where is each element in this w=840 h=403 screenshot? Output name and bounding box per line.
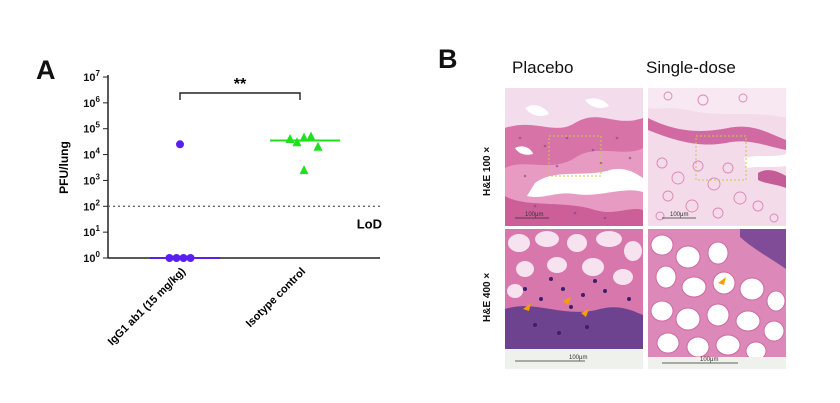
micrograph-placebo-100x: 100μm: [505, 88, 643, 226]
column-header-single-dose: Single-dose: [646, 58, 736, 77]
y-tick-label: 107: [83, 69, 100, 84]
micrograph-single-dose-100x: 100μm: [648, 88, 786, 226]
y-axis-label: PFU/lung: [57, 141, 71, 194]
x-category-label: IgG1 ab1 (15 mg/kg): [106, 265, 189, 348]
data-point: [186, 254, 195, 262]
significance-bracket: [179, 92, 301, 100]
row-header-he-100x: H&E 100 ×: [482, 146, 493, 196]
micrograph-placebo-400x: 100μm: [505, 229, 643, 369]
y-tick-label: 103: [83, 172, 100, 187]
y-tick-label: 104: [83, 147, 100, 162]
panel-b-label: B: [438, 44, 458, 74]
y-tick-label: 105: [83, 121, 100, 136]
micrograph-single-dose-400x: 100μm: [648, 229, 786, 369]
data-point: [313, 141, 323, 151]
data-point: [285, 134, 295, 144]
scale-bar-label: 100μm: [700, 357, 718, 363]
data-point: [299, 165, 309, 175]
y-tick-label: 100: [83, 250, 100, 265]
y-tick-label: 102: [83, 198, 100, 213]
data-point: [292, 137, 302, 147]
data-point: [165, 254, 174, 262]
column-header-placebo: Placebo: [512, 58, 574, 77]
data-point: [176, 140, 184, 149]
scale-bar-label: 100μm: [525, 212, 543, 218]
data-point: [299, 132, 309, 142]
lod-label: LoD: [357, 216, 382, 231]
y-tick-label: 101: [83, 224, 100, 239]
row-header-he-400x: H&E 400 ×: [482, 272, 493, 322]
data-point: [179, 254, 188, 262]
data-point: [306, 131, 316, 141]
x-category-label: Isotype control: [244, 266, 308, 330]
significance-label: **: [234, 76, 247, 93]
y-tick-label: 106: [83, 95, 100, 110]
panel-a-label: A: [36, 55, 56, 85]
data-point: [172, 254, 181, 262]
scale-bar-label: 100μm: [670, 212, 688, 218]
pfu-scatter-chart: 100 101 102 103 104 105 106 107 PFU/lung LoD IgG1 …: [57, 69, 382, 348]
scale-bar-label: 100μm: [569, 355, 587, 361]
